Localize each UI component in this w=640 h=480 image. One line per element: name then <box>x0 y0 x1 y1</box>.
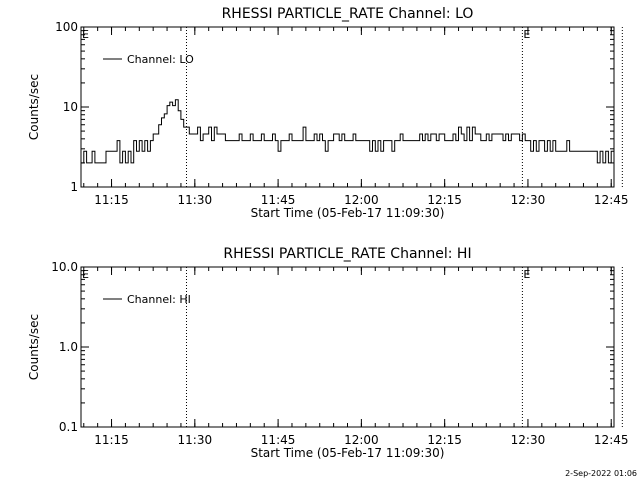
x-tick-label: 11:30 <box>178 433 213 447</box>
x-tick-label: 12:15 <box>427 193 462 207</box>
legend-entry: Channel: LO <box>127 53 194 66</box>
x-axis-label: Start Time (05-Feb-17 11:09:30) <box>251 206 445 220</box>
y-axis-label: Counts/sec <box>27 314 41 380</box>
y-tick-label: 10 <box>63 100 78 114</box>
corner-marker-label: E <box>82 268 89 281</box>
chart-title: RHESSI PARTICLE_RATE Channel: LO <box>222 6 474 22</box>
chart-title: RHESSI PARTICLE_RATE Channel: HI <box>223 246 471 262</box>
series-line <box>81 99 615 164</box>
x-tick-label: 12:15 <box>427 433 462 447</box>
y-tick-label: 0.1 <box>59 420 78 434</box>
x-tick-label: 12:00 <box>344 193 379 207</box>
footer-timestamp: 2-Sep-2022 01:06 <box>565 469 637 478</box>
y-tick-label: 100 <box>55 20 78 34</box>
y-axis-label: Counts/sec <box>27 74 41 140</box>
x-tick-label: 12:30 <box>511 433 546 447</box>
y-tick-label: 1.0 <box>59 340 78 354</box>
time-marker-label: E <box>523 28 530 41</box>
chart-panel-0: RHESSI PARTICLE_RATE Channel: LO 1 10 100 11… <box>27 6 629 220</box>
corner-marker-label: E <box>82 28 89 41</box>
chart-panel-1: RHESSI PARTICLE_RATE Channel: HI 0.1 1.0 10… <box>27 246 629 460</box>
legend-entry: Channel: HI <box>127 293 191 306</box>
x-tick-label: 12:45 <box>594 433 629 447</box>
x-tick-label: 11:15 <box>94 193 129 207</box>
x-tick-label: 11:45 <box>261 193 296 207</box>
y-tick-label: 10.0 <box>51 260 78 274</box>
x-tick-label: 11:15 <box>94 433 129 447</box>
y-tick-label: 1 <box>70 180 78 194</box>
x-tick-label: 12:45 <box>594 193 629 207</box>
x-tick-label: 11:45 <box>261 433 296 447</box>
x-tick-label: 11:30 <box>178 193 213 207</box>
time-marker-label: E <box>523 268 530 281</box>
x-tick-label: 12:30 <box>511 193 546 207</box>
x-axis-label: Start Time (05-Feb-17 11:09:30) <box>251 446 445 460</box>
plot-frame <box>80 26 615 188</box>
x-tick-label: 12:00 <box>344 433 379 447</box>
plot-frame <box>80 266 615 428</box>
